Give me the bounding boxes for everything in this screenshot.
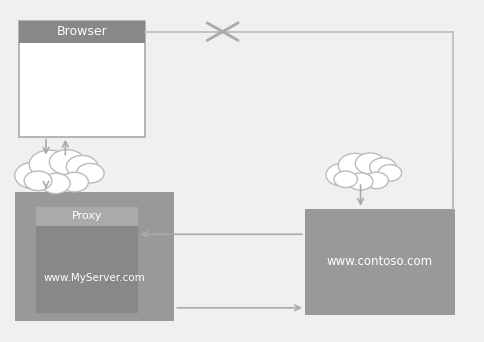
Circle shape bbox=[66, 155, 98, 178]
Bar bbox=[36, 207, 138, 226]
Circle shape bbox=[76, 163, 104, 183]
Circle shape bbox=[348, 173, 373, 190]
Circle shape bbox=[365, 172, 388, 189]
Text: www.contoso.com: www.contoso.com bbox=[327, 255, 433, 268]
Text: Proxy: Proxy bbox=[72, 211, 103, 221]
Circle shape bbox=[41, 173, 70, 194]
Bar bbox=[305, 209, 455, 315]
Bar bbox=[15, 192, 174, 321]
Circle shape bbox=[334, 171, 357, 187]
Bar bbox=[19, 21, 145, 43]
Circle shape bbox=[326, 163, 358, 186]
Circle shape bbox=[338, 153, 372, 177]
Text: www.MyServer.com: www.MyServer.com bbox=[44, 273, 145, 283]
Circle shape bbox=[24, 171, 52, 190]
Circle shape bbox=[49, 150, 85, 174]
Bar bbox=[36, 207, 138, 313]
Circle shape bbox=[29, 150, 70, 179]
Circle shape bbox=[15, 162, 53, 189]
Text: Browser: Browser bbox=[57, 25, 107, 38]
Bar bbox=[19, 21, 145, 137]
Circle shape bbox=[370, 158, 396, 176]
Circle shape bbox=[60, 172, 89, 192]
Circle shape bbox=[355, 153, 385, 174]
Circle shape bbox=[378, 165, 402, 181]
